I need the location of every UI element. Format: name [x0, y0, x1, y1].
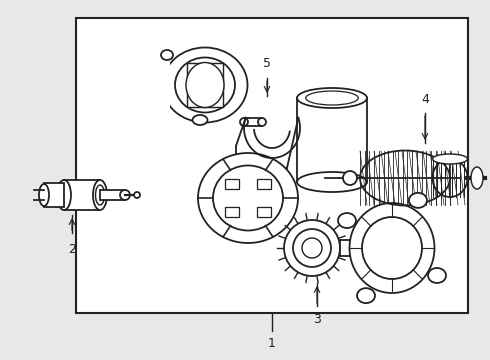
Bar — [76, 18, 468, 313]
Ellipse shape — [343, 171, 357, 185]
Ellipse shape — [163, 48, 247, 122]
Bar — [257, 179, 270, 189]
Bar — [225, 179, 240, 189]
Ellipse shape — [175, 58, 235, 113]
Text: 2: 2 — [68, 243, 76, 256]
Ellipse shape — [161, 50, 173, 60]
Ellipse shape — [213, 166, 283, 230]
Ellipse shape — [134, 192, 140, 198]
Ellipse shape — [302, 238, 322, 258]
Bar — [150, 55, 170, 115]
Ellipse shape — [198, 153, 298, 243]
Bar — [297, 98, 367, 183]
Ellipse shape — [93, 180, 107, 210]
Ellipse shape — [433, 154, 467, 164]
Ellipse shape — [57, 180, 71, 210]
Ellipse shape — [409, 193, 427, 208]
Ellipse shape — [258, 118, 266, 126]
Bar — [187, 63, 223, 107]
Text: 4: 4 — [421, 93, 429, 106]
Ellipse shape — [338, 213, 356, 228]
Ellipse shape — [362, 217, 422, 279]
Text: 3: 3 — [313, 313, 321, 326]
Ellipse shape — [240, 118, 248, 126]
Ellipse shape — [120, 190, 130, 200]
Ellipse shape — [297, 172, 367, 192]
Ellipse shape — [306, 91, 358, 105]
Ellipse shape — [357, 288, 375, 303]
Ellipse shape — [471, 167, 483, 189]
Text: 5: 5 — [263, 57, 271, 70]
Ellipse shape — [293, 229, 331, 267]
Ellipse shape — [96, 185, 104, 205]
Ellipse shape — [356, 237, 368, 259]
Bar — [100, 190, 125, 200]
Bar — [360, 151, 450, 206]
Ellipse shape — [349, 203, 435, 293]
Bar — [257, 207, 270, 217]
Bar — [244, 118, 262, 126]
Ellipse shape — [297, 88, 367, 108]
Text: 1: 1 — [268, 337, 276, 350]
Ellipse shape — [193, 115, 207, 125]
Bar — [64, 180, 100, 210]
Bar — [44, 183, 64, 207]
Ellipse shape — [284, 220, 340, 276]
Bar — [225, 207, 240, 217]
Ellipse shape — [428, 268, 446, 283]
Ellipse shape — [186, 63, 224, 108]
Bar — [340, 240, 380, 256]
Ellipse shape — [39, 184, 49, 206]
Ellipse shape — [372, 240, 388, 256]
